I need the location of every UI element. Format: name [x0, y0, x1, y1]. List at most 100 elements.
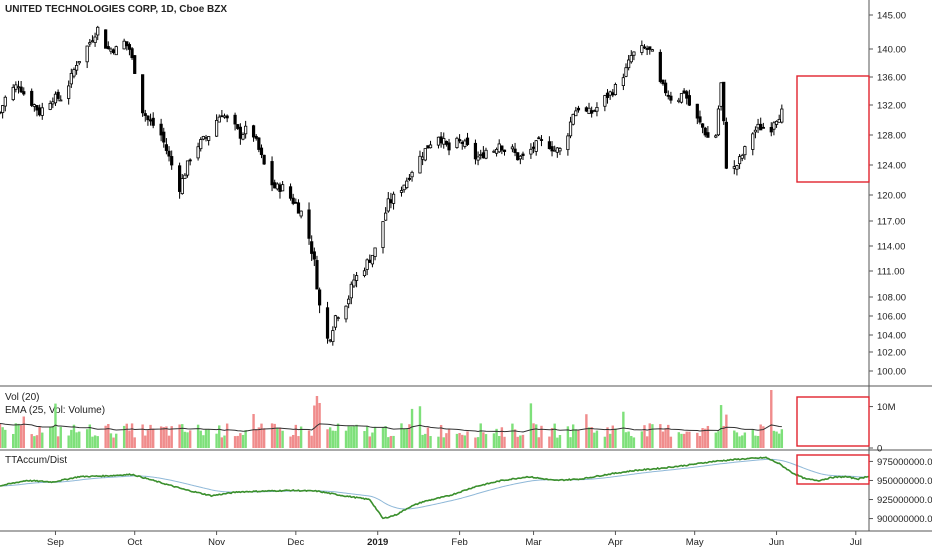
- volume-bar: [33, 436, 36, 448]
- volume-bar: [48, 426, 52, 448]
- volume-bar: [585, 414, 588, 448]
- volume-bar: [550, 428, 554, 448]
- candle-body: [497, 143, 501, 153]
- candle-body: [291, 197, 295, 204]
- candle-body: [288, 186, 293, 199]
- volume-bar: [289, 436, 292, 448]
- candle-body: [679, 93, 684, 103]
- candle-body: [207, 136, 211, 141]
- candle-body: [531, 146, 536, 149]
- volume-bar: [780, 429, 784, 448]
- volume-bar: [318, 402, 321, 448]
- candle-body: [336, 317, 340, 320]
- volume-bar: [608, 433, 612, 448]
- volume-bar: [482, 432, 485, 448]
- candle-body: [344, 305, 348, 320]
- volume-bar: [445, 433, 448, 448]
- volume-bar: [133, 437, 136, 448]
- candle-body: [162, 131, 166, 143]
- candle-body: [605, 92, 610, 98]
- accum-title: TTAccum/Dist: [5, 455, 68, 466]
- candle-body: [595, 107, 599, 112]
- candle-body: [629, 55, 633, 63]
- candle-body: [547, 141, 551, 150]
- candle-body: [529, 148, 533, 155]
- volume-bar: [640, 431, 644, 448]
- candle-body: [259, 147, 264, 155]
- volume-bar: [72, 424, 76, 448]
- candle-body: [106, 46, 110, 50]
- volume-bar: [260, 423, 263, 448]
- candle-body: [386, 198, 390, 212]
- volume-bar: [373, 426, 377, 448]
- volume-bar: [144, 435, 147, 448]
- volume-ema-line: [0, 422, 782, 433]
- volume-bar: [336, 423, 340, 448]
- candle-body: [170, 156, 174, 166]
- x-tick-label: Oct: [127, 537, 142, 548]
- volume-bar: [291, 434, 295, 448]
- accum-signal-line: [0, 458, 870, 510]
- candle-body: [373, 247, 377, 257]
- candle-body: [703, 127, 707, 136]
- candle-body: [494, 149, 499, 154]
- volume-bar: [421, 434, 424, 448]
- candle-body: [35, 105, 39, 111]
- candle-body: [706, 132, 710, 138]
- highlight-box-accum: [796, 454, 870, 485]
- volume-bar: [569, 437, 572, 448]
- volume-bar: [511, 423, 514, 448]
- price-tick-label: 145.00: [877, 11, 906, 22]
- volume-bar: [149, 424, 152, 448]
- candle-body: [568, 121, 573, 137]
- candle-body: [592, 110, 596, 113]
- volume-bar: [593, 432, 596, 448]
- volume-bar: [717, 431, 720, 448]
- candle-body: [315, 260, 319, 290]
- candle-body: [328, 339, 332, 342]
- candle-body: [238, 126, 242, 139]
- volume-bar: [688, 431, 691, 448]
- volume-bar: [381, 427, 385, 448]
- volume-bar: [328, 427, 332, 448]
- candle-body: [669, 95, 673, 101]
- volume-bar: [218, 425, 221, 448]
- volume-bar: [622, 411, 625, 448]
- accum-tick-label: 950000000.00: [877, 476, 932, 487]
- candle-body: [513, 148, 517, 153]
- volume-bar: [363, 431, 366, 448]
- candle-body: [93, 36, 97, 44]
- candle-body: [423, 148, 427, 161]
- candle-body: [700, 123, 705, 128]
- x-tick-label: Feb: [451, 537, 467, 548]
- volume-bar: [313, 405, 316, 448]
- candle-body: [516, 152, 520, 161]
- candle-body: [32, 104, 36, 107]
- candle-body: [587, 107, 591, 114]
- volume-bar: [426, 427, 430, 448]
- volume-bar: [627, 431, 630, 448]
- candle-body: [444, 140, 448, 145]
- candle-body: [204, 137, 208, 140]
- volume-bar: [439, 424, 443, 448]
- accum-tick-label: 925000000.00: [877, 495, 932, 506]
- candle-body: [217, 116, 221, 123]
- volume-bar: [38, 426, 41, 448]
- candle-body: [553, 149, 557, 152]
- candle-body: [296, 202, 301, 214]
- volume-bar: [181, 424, 184, 448]
- candle-body: [214, 119, 219, 137]
- volume-bar: [706, 425, 710, 448]
- candle-body: [716, 108, 721, 136]
- candle-body: [22, 91, 26, 95]
- candle-body: [362, 270, 367, 277]
- volume-bar: [484, 434, 488, 448]
- volume-bar: [130, 423, 134, 448]
- volume-bar: [402, 428, 406, 448]
- volume-bar: [59, 426, 62, 448]
- volume-bar: [476, 437, 480, 448]
- candle-body: [59, 99, 63, 102]
- volume-bar: [186, 432, 189, 448]
- candle-body: [460, 142, 464, 144]
